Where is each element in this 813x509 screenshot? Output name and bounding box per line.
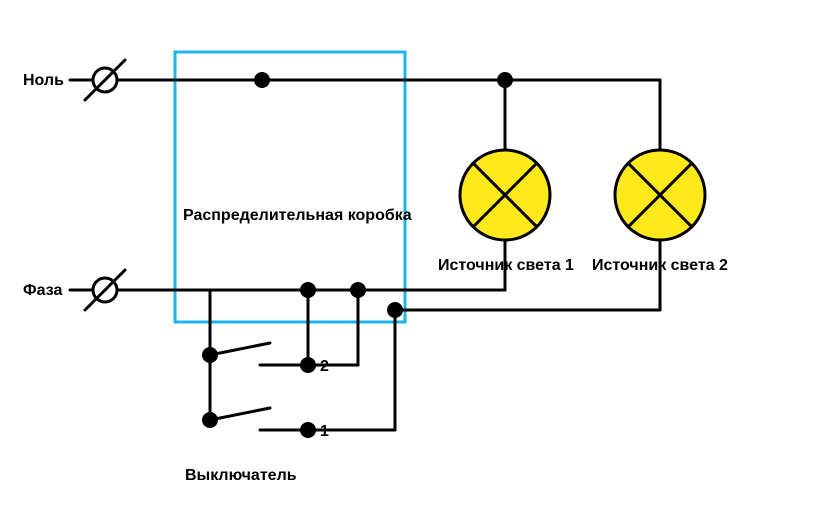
label-junction-box: Распределительная коробка [183, 207, 412, 224]
label-terminal-1: 1 [320, 423, 329, 440]
junction-box [175, 52, 405, 322]
label-source-2: Источник света 2 [592, 257, 728, 274]
label-terminal-2: 2 [320, 358, 329, 375]
label-null: Ноль [23, 72, 64, 89]
label-source-1: Источник света 1 [438, 257, 574, 274]
label-switch: Выключатель [185, 467, 297, 484]
label-phase: Фаза [23, 282, 62, 299]
